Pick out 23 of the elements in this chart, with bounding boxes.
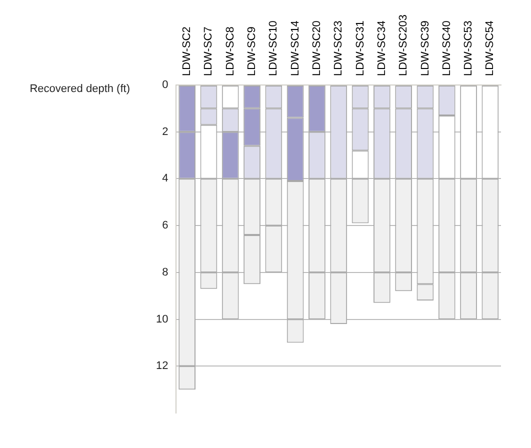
- y-tick-label: 0: [162, 79, 168, 92]
- x-tick-label: LDW-SC8: [224, 26, 236, 76]
- y-tick-label: 8: [162, 266, 168, 278]
- x-tick-label: LDW-SC14: [289, 20, 302, 76]
- y-tick-label: 2: [162, 126, 168, 138]
- x-tick-label: LDW-SC53: [462, 20, 475, 76]
- y-tick-label: 6: [162, 220, 168, 232]
- x-tick-label: LDW-SC20: [311, 20, 323, 76]
- x-tick-label: LDW-SC7: [202, 26, 215, 76]
- y-tick-label: 12: [156, 360, 168, 372]
- x-tick-label: LDW-SC23: [332, 20, 345, 76]
- x-tick-label: LDW-SC39: [419, 20, 432, 76]
- y-tick-label: 10: [156, 313, 168, 326]
- x-tick-label: LDW-SC31: [354, 20, 366, 76]
- y-tick-label: 4: [162, 172, 168, 185]
- x-tick-label: LDW-SC34: [376, 20, 388, 76]
- x-tick-label: LDW-SC10: [268, 20, 280, 76]
- x-tick-label: LDW-SC40: [440, 20, 453, 76]
- x-tick-label: LDW-SC9: [246, 26, 258, 76]
- x-tick-label: LDW-SC2: [181, 26, 194, 76]
- y-axis-title: Recovered depth (ft): [30, 83, 130, 96]
- x-tick-label: LDW-SC54: [484, 20, 496, 76]
- x-tick-label: LDW-SC203: [398, 14, 410, 76]
